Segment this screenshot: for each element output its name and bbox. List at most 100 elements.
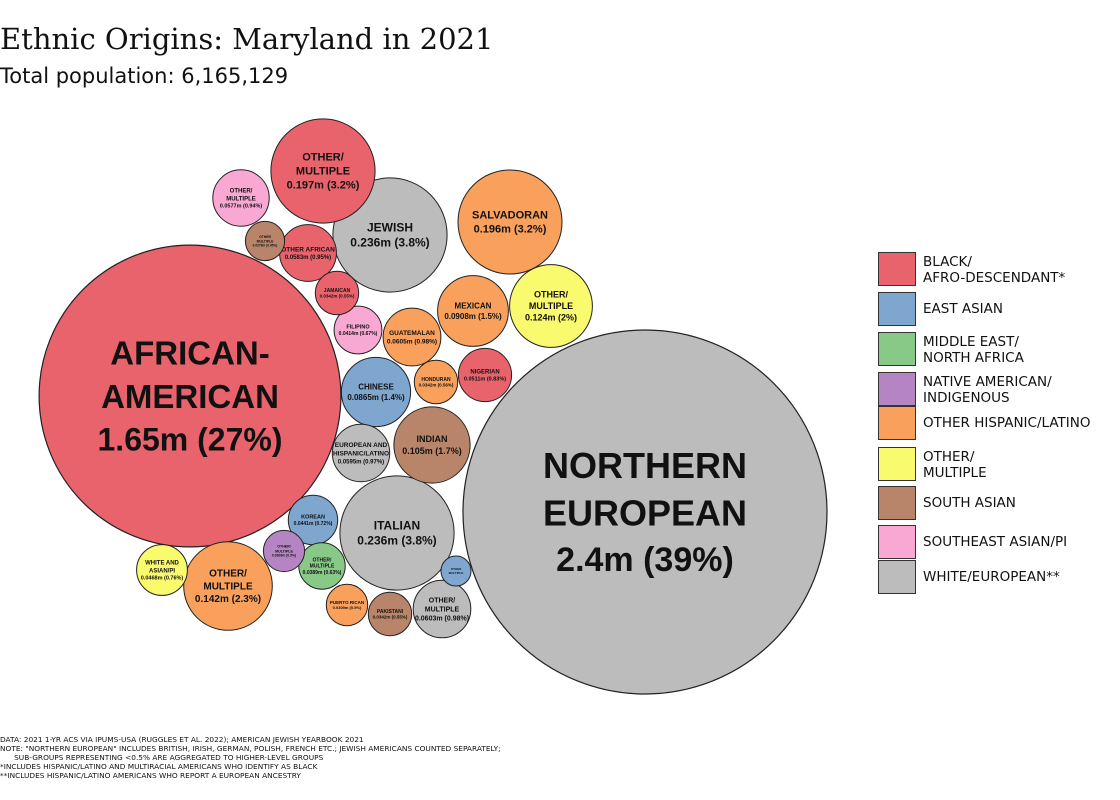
bubble-label: NORTHERN [543,445,747,486]
bubble-circle [462,329,828,695]
bubble-label: 0.142m (2.3%) [195,594,261,605]
bubble-label: GUATEMALAN [389,330,435,337]
bubble-label: OTHER/ [209,569,247,580]
bubble-label: 0.0342m (0.56%) [419,383,454,388]
legend-label: OTHER/ MULTIPLE [923,449,987,481]
bubble-label: 0.0468m (0.76%) [141,576,184,582]
bubble-label: MULTIPLE [449,571,464,575]
note-line: NOTE: "NORTHERN EUROPEAN" INCLUDES BRITI… [0,744,501,753]
note-line: DATA: 2021 1-YR ACS VIA IPUMS-USA (RUGGL… [0,735,364,744]
bubble-circle [393,406,471,484]
legend-swatch [878,292,916,326]
legend-item-east-asian: EAST ASIAN [878,292,1120,326]
bubble-label: OTHER [259,235,271,239]
bubble-circle [382,307,442,367]
bubble-circle [367,591,413,637]
bubble-label: AMERICAN [101,378,279,415]
bubble-label: MULTIPLE [529,301,573,311]
bubble-label: MULTIPLE [310,564,335,570]
bubble-circle [212,169,270,227]
bubble-label: ASIAN/PI [149,568,175,574]
bubble-label: OTHER/ [277,545,291,549]
bubble-label: CHINESE [358,383,394,392]
bubble-circle [136,544,188,596]
chart-title: Ethnic Origins: Maryland in 2021 [0,22,494,56]
bubble-label: OTHER/ [429,597,456,604]
bubble-other-multiple: OTHER/MULTIPLE 0.197m (3.2%) [270,118,376,224]
note-line: *INCLUDES HISPANIC/LATINO AND MULTIRACIA… [0,762,318,771]
bubble-circle [340,356,412,428]
legend-label: EAST ASIAN [923,301,1003,317]
bubble-circle [412,579,472,639]
bubble-label: 0.197m (3.2%) [287,180,360,192]
bubble-other-african: OTHER AFRICAN 0.0583m (0.95%) [279,224,337,282]
legend-item-native: NATIVE AMERICAN/ INDIGENOUS [878,372,1120,406]
bubble-circle [38,244,342,548]
bubble-circle [333,305,383,355]
bubble-circle [413,359,459,405]
legend-swatch [878,372,916,406]
bubble-indian: INDIAN 0.105m (1.7%) [393,406,471,484]
bubble-label: 0.0605m (0.98%) [387,338,437,345]
bubble-label: 0.0441m (0.72%) [294,521,333,527]
legend-item-black: BLACK/ AFRO-DESCENDANT* [878,252,1120,286]
bubble-label: JEWISH [367,220,413,234]
legend-swatch [878,525,916,559]
bubble-label: 0.0908m (1.5%) [444,312,502,321]
bubble-circle [339,475,455,591]
bubble-label: KOREAN [301,515,325,521]
legend-item-se-asian: SOUTHEAST ASIAN/PI [878,525,1120,559]
bubble-circle [183,541,273,631]
bubble-chart: NORTHERN EUROPEAN 2.4m (39%) AFRICAN- AMERIC… [38,118,828,695]
bubble-salvadoran: SALVADORAN 0.196m (3.2%) [457,169,563,275]
bubble-label: 0.0511m (0.83%) [464,377,506,383]
chart-notes: DATA: 2021 1-YR ACS VIA IPUMS-USA (RUGGL… [0,735,501,780]
bubble-label: OTHER AFRICAN [281,246,335,253]
bubble-label: 0.0342m (0.55%) [373,615,408,620]
bubble-label: 0.0279m (0.45%) [253,243,278,247]
bubble-circle [262,529,306,573]
bubble-circle [325,583,369,627]
bubble-label: OTHER [451,567,462,571]
bubble-other-multiple: OTHER/MULTIPLE 0.124m (2%) [509,264,593,348]
bubble-label: MULTIPLE [226,196,256,202]
bubble-label: MULTIPLE [296,166,350,178]
bubble-label: PUERTO RICAN [330,600,364,605]
bubble-label: ITALIAN [374,518,420,532]
bubble-label: MULTIPLE [203,581,253,592]
bubble-label: FILIPINO [346,325,370,331]
bubble-circle [331,423,391,483]
bubble-label: OTHER/ [534,290,569,300]
chart-subtitle: Total population: 6,165,129 [0,64,289,88]
bubble-label: 0.0414m (0.67%) [339,331,378,337]
legend-label: SOUTH ASIAN [923,495,1016,511]
bubble-label: HONDURAN [421,377,451,383]
bubble-circle [457,169,563,275]
bubble-label: JAMAICAN [324,288,351,294]
legend-item-other: OTHER/ MULTIPLE [878,447,1120,481]
bubble-label: 0.196m (3.2%) [474,224,547,236]
bubble-label: 2.4m (39%) [556,541,734,579]
bubble-label: 0.0595m (0.97%) [338,459,384,465]
bubble-label: PAKISTANI [377,609,404,615]
bubble-label: EUROPEAN AND [335,442,388,449]
bubble-circle [440,555,472,587]
bubble-other-multiple: OTHER/MULTIPLE 0.0603m (0.98%) [412,579,472,639]
legend-swatch [878,332,916,366]
legend-label: SOUTHEAST ASIAN/PI [923,534,1068,550]
bubble-label: 0.0577m (0.94%) [220,204,263,210]
bubble-label: OTHER/ [313,557,333,563]
legend-swatch [878,560,916,594]
legend-item-south-asian: SOUTH ASIAN [878,486,1120,520]
